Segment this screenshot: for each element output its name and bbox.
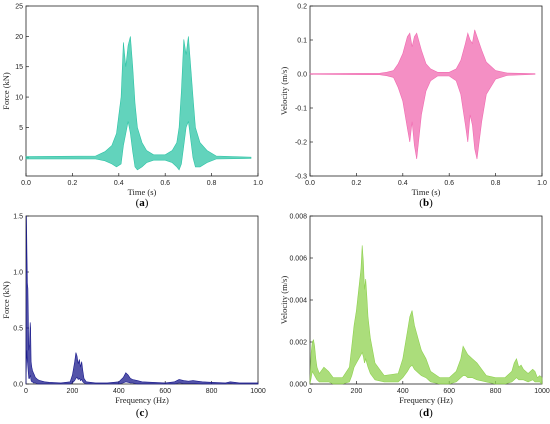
y-tick-label: 1.0 <box>13 270 23 277</box>
y-tick-label: 0.1 <box>297 38 307 45</box>
x-tick-label: 800 <box>490 388 502 395</box>
chart-panel-d: 0 200 400 600 800 1000 0.000 0.002 0.004 0.006 0.0… <box>279 214 550 420</box>
x-tick-label: 0.4 <box>398 180 408 187</box>
y-tick-label: 0.5 <box>13 326 23 333</box>
y-tick-label: 0.0 <box>13 382 23 389</box>
x-tick-label: 800 <box>206 388 218 395</box>
y-tick-label: 5 <box>19 125 23 132</box>
chart-panel-c: 0 200 400 600 800 1000 0.0 0.5 1.0 1.5 Frequency (… <box>1 214 266 420</box>
panel-letter: d <box>423 407 429 419</box>
plot-frame <box>25 5 259 177</box>
x-tick-label: 600 <box>443 388 455 395</box>
y-tick-label: 10 <box>15 95 23 102</box>
y-tick-label: 0.0 <box>297 72 307 79</box>
x-axis-label: Time (s) <box>128 187 157 197</box>
x-tick-label: 600 <box>159 388 171 395</box>
panel-letter: c <box>140 407 145 419</box>
x-axis-label: Frequency (Hz) <box>115 395 169 405</box>
x-tick-label: 0.6 <box>444 180 454 187</box>
x-tick-label: 200 <box>67 388 79 395</box>
x-tick-label: 0.2 <box>352 180 362 187</box>
panel-caption: (b) <box>419 197 433 209</box>
chart-panel-b: 0.0 0.2 0.4 0.6 0.8 1.0 -0.3 -0.2 -0.1 0.0 0.1 0.2 T… <box>279 4 547 210</box>
x-tick-label: 0 <box>308 388 312 395</box>
chart-panel-a: 0.0 0.2 0.4 0.6 0.8 1.0 0 5 10 15 20 25 Time (s) Forc… <box>1 4 263 210</box>
x-tick-label: 1.0 <box>537 180 547 187</box>
series-band-0 <box>25 36 252 171</box>
panel-caption: (a) <box>136 197 149 209</box>
y-tick-label: 0.000 <box>289 382 307 389</box>
y-tick-label: 0 <box>19 155 23 162</box>
x-tick-label: 0.0 <box>305 180 315 187</box>
x-tick-label: 0.8 <box>491 180 501 187</box>
y-axis-label: Force (kN) <box>1 72 11 110</box>
x-tick-label: 400 <box>397 388 409 395</box>
series-band-0 <box>25 215 259 385</box>
panel-letter: b <box>423 197 429 209</box>
series-band-0 <box>309 29 536 160</box>
x-tick-label: 1000 <box>534 388 550 395</box>
y-tick-label: -0.2 <box>295 140 307 147</box>
panel-caption: (c) <box>136 407 149 419</box>
x-tick-label: 1000 <box>250 388 266 395</box>
x-tick-label: 0.8 <box>207 180 217 187</box>
y-tick-label: 15 <box>15 64 23 71</box>
x-tick-label: 0 <box>24 388 28 395</box>
y-axis-label: Velocity (m/s) <box>279 276 289 325</box>
y-tick-label: 0.004 <box>289 298 307 305</box>
x-tick-label: 200 <box>351 388 363 395</box>
y-tick-label: 20 <box>15 34 23 41</box>
x-tick-label: 0.0 <box>21 180 31 187</box>
y-tick-label: 0.2 <box>297 4 307 11</box>
y-tick-label: -0.3 <box>295 174 307 181</box>
x-axis-label: Frequency (Hz) <box>399 395 453 405</box>
panel-caption: (d) <box>419 407 433 419</box>
y-axis-label: Force (kN) <box>1 281 11 319</box>
x-axis-label: Time (s) <box>412 187 441 197</box>
y-tick-label: -0.1 <box>295 106 307 113</box>
y-tick-label: 0.008 <box>289 214 307 221</box>
panel-letter: a <box>139 197 145 209</box>
y-tick-label: 1.5 <box>13 214 23 221</box>
x-tick-label: 0.4 <box>114 180 124 187</box>
plot-frame <box>25 215 259 385</box>
y-tick-label: 0.002 <box>289 340 307 347</box>
y-axis-label: Velocity (m/s) <box>279 67 289 116</box>
x-tick-label: 400 <box>113 388 125 395</box>
x-tick-label: 1.0 <box>253 180 263 187</box>
series-band-0 <box>309 245 543 385</box>
y-tick-label: 0.006 <box>289 256 307 263</box>
x-tick-label: 0.2 <box>68 180 78 187</box>
y-tick-label: 25 <box>15 4 23 11</box>
plot-frame <box>309 5 543 177</box>
x-tick-label: 0.6 <box>160 180 170 187</box>
